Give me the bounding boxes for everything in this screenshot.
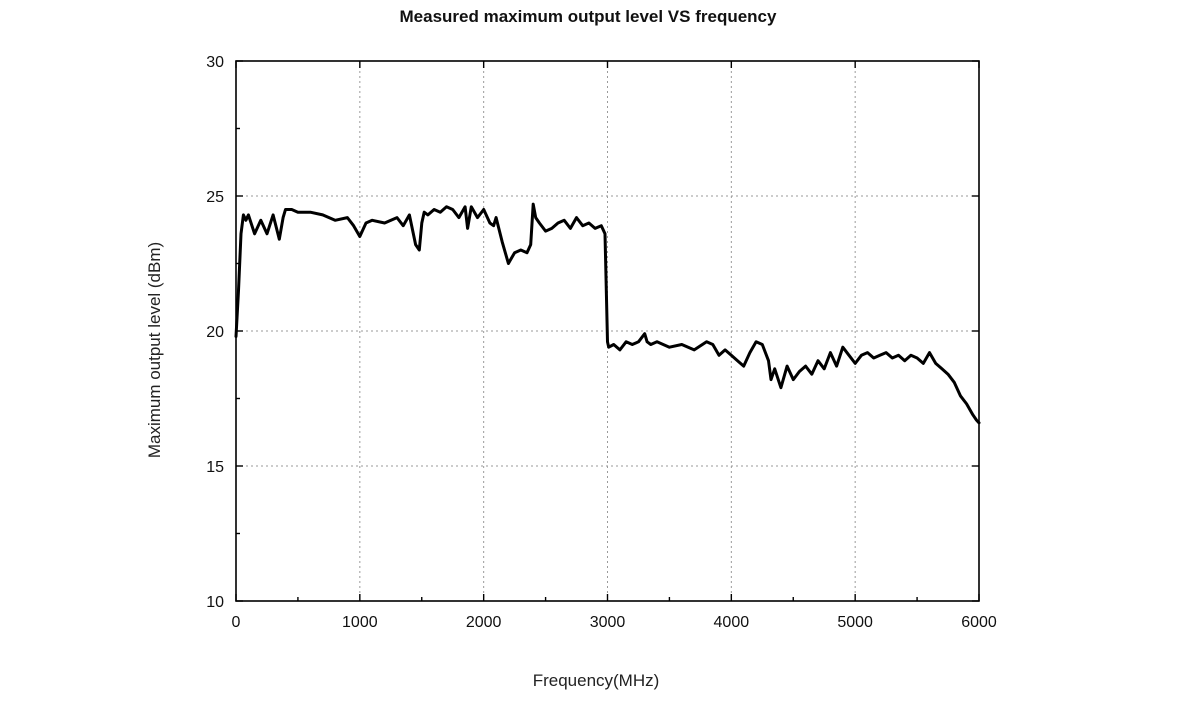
y-tick-label: 10 xyxy=(206,594,224,611)
y-tick-labels: 10 15 20 25 30 xyxy=(206,54,224,611)
x-axis-label: Frequency(MHz) xyxy=(533,671,660,690)
x-tick-label: 3000 xyxy=(590,614,626,631)
y-axis-label: Maximum output level (dBm) xyxy=(145,242,164,458)
chart-title: Measured maximum output level VS frequen… xyxy=(400,7,777,26)
x-tick-label: 5000 xyxy=(837,614,873,631)
x-tick-labels: 0 1000 2000 3000 4000 5000 6000 xyxy=(232,614,997,631)
x-tick-label: 2000 xyxy=(466,614,502,631)
y-tick-label: 15 xyxy=(206,459,224,476)
y-tick-label: 30 xyxy=(206,54,224,71)
series-line xyxy=(234,202,981,425)
x-tick-label: 1000 xyxy=(342,614,378,631)
y-tick-label: 20 xyxy=(206,324,224,341)
x-tick-label: 6000 xyxy=(961,614,997,631)
axis-ticks xyxy=(235,60,980,602)
x-tick-label: 0 xyxy=(232,614,241,631)
x-tick-label: 4000 xyxy=(714,614,750,631)
y-tick-label: 25 xyxy=(206,189,224,206)
